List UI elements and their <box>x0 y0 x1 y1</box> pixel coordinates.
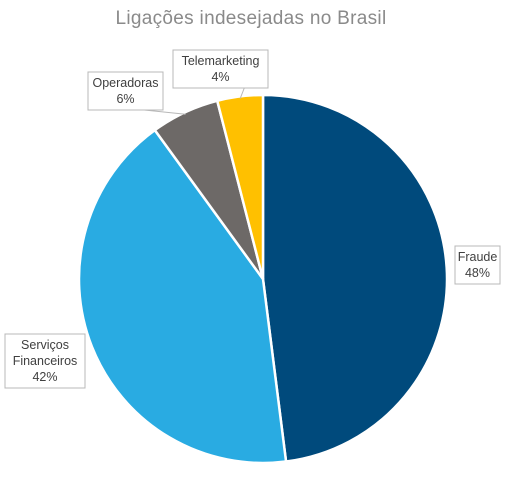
data-label-category: Operadoras <box>92 76 158 90</box>
data-label-box <box>454 245 501 285</box>
leader-line-telemarketing <box>239 87 245 99</box>
data-label-box <box>87 71 164 111</box>
data-label-value: 42% <box>32 370 57 384</box>
data-label-category: Financeiros <box>13 354 78 368</box>
data-label-category: Serviços <box>21 338 69 352</box>
leader-line-operadoras <box>144 109 186 115</box>
data-label-value: 6% <box>116 92 134 106</box>
data-label-value: 4% <box>211 70 229 84</box>
data-label-fraude: Fraude 48% <box>454 245 501 285</box>
pie-slice-servicos-financeiros <box>77 128 288 465</box>
data-label-servicos-financeiros: Serviços Financeiros 42% <box>4 333 86 389</box>
data-label-box <box>4 333 86 389</box>
data-label-operadoras: Operadoras 6% <box>87 71 164 111</box>
pie-slices <box>77 93 449 465</box>
data-label-category: Fraude <box>458 250 498 264</box>
data-label-telemarketing: Telemarketing 4% <box>172 49 269 89</box>
pie-slice-telemarketing <box>215 93 265 280</box>
chart-title: Ligações indesejadas no Brasil <box>116 8 387 29</box>
data-label-category: Telemarketing <box>182 54 260 68</box>
data-label-value: 48% <box>465 266 490 280</box>
data-labels: Fraude 48% Serviços Financeiros 42% Operadora… <box>4 49 501 389</box>
data-label-box <box>172 49 269 89</box>
pie-slice-fraude <box>261 93 449 463</box>
